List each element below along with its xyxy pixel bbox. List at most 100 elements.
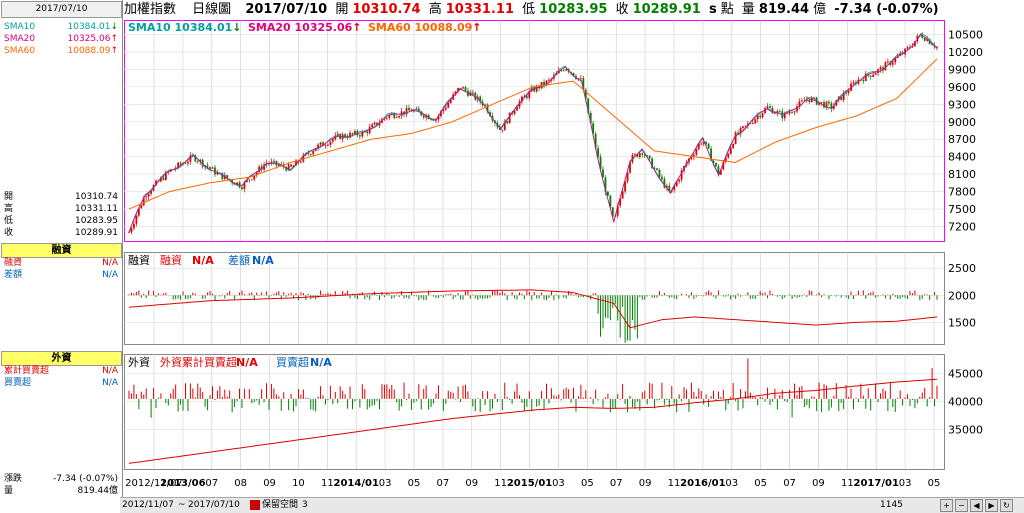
candle-body	[906, 47, 909, 49]
scroll-right-icon[interactable]: ▶	[985, 499, 998, 512]
candle-body	[656, 168, 658, 170]
x-tick-label: 2015/01	[507, 478, 552, 489]
sma20-label: SMA20	[4, 34, 36, 44]
candle-body	[560, 70, 563, 72]
y-tick-label: 1500	[948, 316, 976, 329]
sma60-value: 10088.09↑	[67, 46, 119, 56]
index-name: 加權指數	[124, 2, 177, 17]
candle-body	[309, 154, 312, 155]
candle-body	[467, 90, 469, 96]
candle-body	[376, 122, 378, 126]
range-start[interactable]: 2012/11/07	[122, 500, 174, 510]
candle-body	[742, 126, 744, 128]
candle-body	[801, 100, 803, 102]
candle-body	[385, 117, 388, 119]
candle-body	[398, 116, 401, 118]
foreign-legend-1: 外資累計買賣超	[160, 355, 237, 369]
sma20-value: 10325.06↑	[67, 34, 119, 44]
candle-body	[471, 92, 474, 94]
margin-legend-0: 融資	[128, 254, 150, 267]
candle-body	[142, 197, 145, 206]
x-tick-label: 11	[321, 478, 334, 489]
candle-body	[582, 78, 585, 90]
candle-body	[137, 208, 140, 216]
candle-body	[378, 122, 381, 126]
candle-body	[388, 115, 391, 118]
zoom-out-icon[interactable]: −	[955, 499, 968, 512]
x-tick-label: 03	[899, 478, 912, 489]
scroll-left-icon[interactable]: ◀	[970, 499, 983, 512]
candle-body	[793, 111, 796, 113]
candle-body	[803, 100, 806, 102]
candle-body	[913, 41, 916, 47]
candle-body	[486, 104, 489, 113]
candle-body	[282, 164, 285, 168]
candle-body	[756, 115, 759, 120]
candle-body	[447, 103, 450, 108]
zoom-in-icon[interactable]: +	[940, 499, 953, 512]
candle-body	[344, 134, 347, 138]
price-legend-0: SMA10 10384.01↓	[128, 21, 242, 34]
candle-body	[589, 112, 592, 124]
candle-body	[145, 196, 148, 198]
candle-body	[562, 70, 565, 72]
foreign-section-title: 外資	[1, 351, 122, 366]
sma20-line	[128, 34, 938, 233]
candle-body	[444, 107, 447, 110]
candle-body	[852, 82, 855, 84]
x-tick-label: 05	[581, 478, 594, 489]
x-tick-label: 11	[494, 478, 507, 489]
candle-body	[164, 171, 167, 180]
x-tick-label: 09	[263, 478, 276, 489]
candle-body	[751, 123, 754, 124]
candle-body	[506, 121, 509, 124]
candle-body	[371, 124, 374, 128]
candle-body	[422, 115, 425, 118]
sma20-row: SMA20 10325.06↑	[4, 34, 118, 45]
quote-header: 加權指數 日線圖 2017/07/10 開 10310.74 高 10331.11 …	[124, 2, 939, 17]
candle-body	[322, 142, 324, 146]
margin-row: 融資 N/A	[4, 258, 118, 268]
candle-body	[548, 79, 550, 81]
refresh-icon[interactable]: ↻	[1000, 499, 1013, 512]
candle-body	[783, 112, 786, 119]
foreign-legend-3: 買賣超	[276, 355, 309, 369]
high-row: 高 10331.11	[4, 204, 118, 214]
candle-body	[474, 92, 477, 100]
candle-body	[358, 135, 361, 137]
foreign-cum-line	[128, 378, 938, 464]
y-tick-label: 2000	[948, 289, 976, 302]
candle-body	[442, 109, 445, 112]
candle-body	[383, 118, 386, 120]
candle-body	[150, 190, 153, 194]
candle-body	[130, 228, 133, 233]
candle-body	[368, 127, 371, 134]
candle-body	[449, 99, 452, 104]
y-tick-label: 9600	[948, 81, 976, 94]
candle-body	[621, 191, 624, 199]
candle-body	[774, 113, 776, 114]
candle-body	[540, 82, 543, 89]
sma10-row: SMA10 10384.01↓	[4, 22, 118, 33]
margin-line	[128, 289, 938, 329]
candle-body	[734, 132, 737, 144]
candle-body	[619, 198, 622, 206]
candle-body	[926, 39, 929, 41]
candle-body	[366, 131, 369, 134]
candle-body	[722, 161, 725, 170]
candle-body	[417, 108, 420, 112]
keep-space-input[interactable]: 3	[302, 500, 308, 510]
candle-body	[395, 117, 398, 119]
candle-body	[864, 73, 867, 82]
candle-body	[636, 154, 639, 157]
candle-body	[285, 167, 288, 171]
candle-body	[845, 92, 848, 94]
candle-body	[739, 127, 742, 134]
candle-body	[894, 57, 897, 63]
range-end[interactable]: 2017/07/10	[188, 500, 240, 510]
y-tick-label: 35000	[948, 424, 983, 437]
candle-body	[331, 139, 334, 142]
x-tick-label: 08	[234, 478, 247, 489]
candle-body	[177, 162, 180, 169]
